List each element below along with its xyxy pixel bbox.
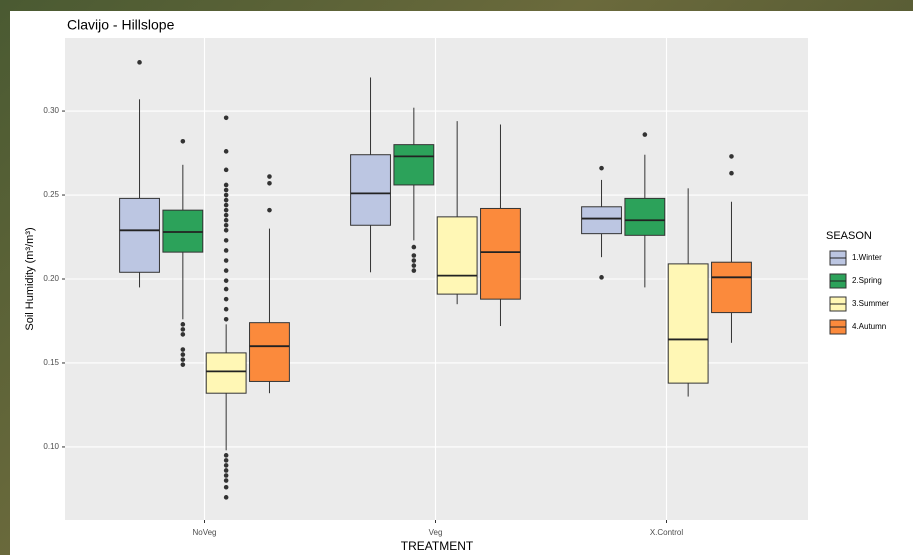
outlier (267, 181, 272, 186)
outlier (181, 352, 186, 357)
outlier (181, 357, 186, 362)
outlier (224, 218, 229, 223)
outlier (224, 297, 229, 302)
outlier (224, 268, 229, 273)
x-tick-label: NoVeg (192, 528, 216, 537)
y-tick-label: 0.15 (43, 358, 59, 367)
outlier (224, 485, 229, 490)
outlier (224, 473, 229, 478)
box (394, 145, 434, 185)
outlier (224, 183, 229, 188)
outlier (224, 168, 229, 173)
outlier (599, 166, 604, 171)
outlier (412, 263, 417, 268)
legend-label: 2.Spring (852, 276, 882, 285)
y-tick-label: 0.30 (43, 106, 59, 115)
outlier (181, 347, 186, 352)
box (250, 323, 290, 382)
chart: Clavijo - Hillslope TREATMENT Soil Humid… (0, 0, 913, 555)
outlier (224, 258, 229, 263)
outlier (224, 208, 229, 213)
outlier (267, 208, 272, 213)
legend-label: 4.Autumn (852, 322, 886, 331)
x-tick-label: Veg (429, 528, 443, 537)
outlier (224, 495, 229, 500)
outlier (224, 317, 229, 322)
box (437, 217, 477, 294)
legend-title: SEASON (826, 230, 872, 242)
outlier (224, 453, 229, 458)
outlier (224, 115, 229, 120)
legend-label: 1.Winter (852, 253, 882, 262)
outlier (729, 171, 734, 176)
outlier (224, 203, 229, 208)
outlier (224, 458, 229, 463)
outlier (181, 362, 186, 367)
outlier (412, 258, 417, 263)
box (625, 198, 665, 235)
outlier (267, 174, 272, 179)
x-axis-title: TREATMENT (401, 539, 474, 553)
outlier (224, 223, 229, 228)
outlier (181, 322, 186, 327)
y-tick-label: 0.25 (43, 190, 59, 199)
outlier (224, 213, 229, 218)
outlier (137, 60, 142, 65)
outlier (224, 238, 229, 243)
box (712, 262, 752, 312)
x-tick-label: X.Control (650, 528, 684, 537)
outlier (181, 327, 186, 332)
outlier (224, 478, 229, 483)
outlier (224, 287, 229, 292)
page: Clavijo - Hillslope TREATMENT Soil Humid… (0, 0, 913, 555)
box (206, 353, 246, 393)
box (582, 207, 622, 234)
outlier (181, 332, 186, 337)
box (120, 198, 160, 272)
outlier (181, 139, 186, 144)
outlier (729, 154, 734, 159)
outlier (224, 149, 229, 154)
outlier (224, 468, 229, 473)
box (668, 264, 708, 383)
y-tick-label: 0.20 (43, 274, 59, 283)
outlier (224, 463, 229, 468)
outlier (224, 188, 229, 193)
outlier (643, 132, 648, 137)
box (481, 208, 521, 299)
outlier (412, 245, 417, 250)
legend-label: 3.Summer (852, 299, 889, 308)
outlier (224, 248, 229, 253)
outlier (599, 275, 604, 280)
outlier (224, 193, 229, 198)
box (351, 155, 391, 226)
outlier (412, 253, 417, 258)
outlier (224, 278, 229, 283)
y-axis-title: Soil Humidity (m³/m³) (24, 227, 36, 330)
outlier (224, 228, 229, 233)
y-tick-label: 0.10 (43, 442, 59, 451)
chart-title: Clavijo - Hillslope (67, 17, 175, 33)
outlier (224, 307, 229, 312)
outlier (224, 198, 229, 203)
outlier (412, 268, 417, 273)
